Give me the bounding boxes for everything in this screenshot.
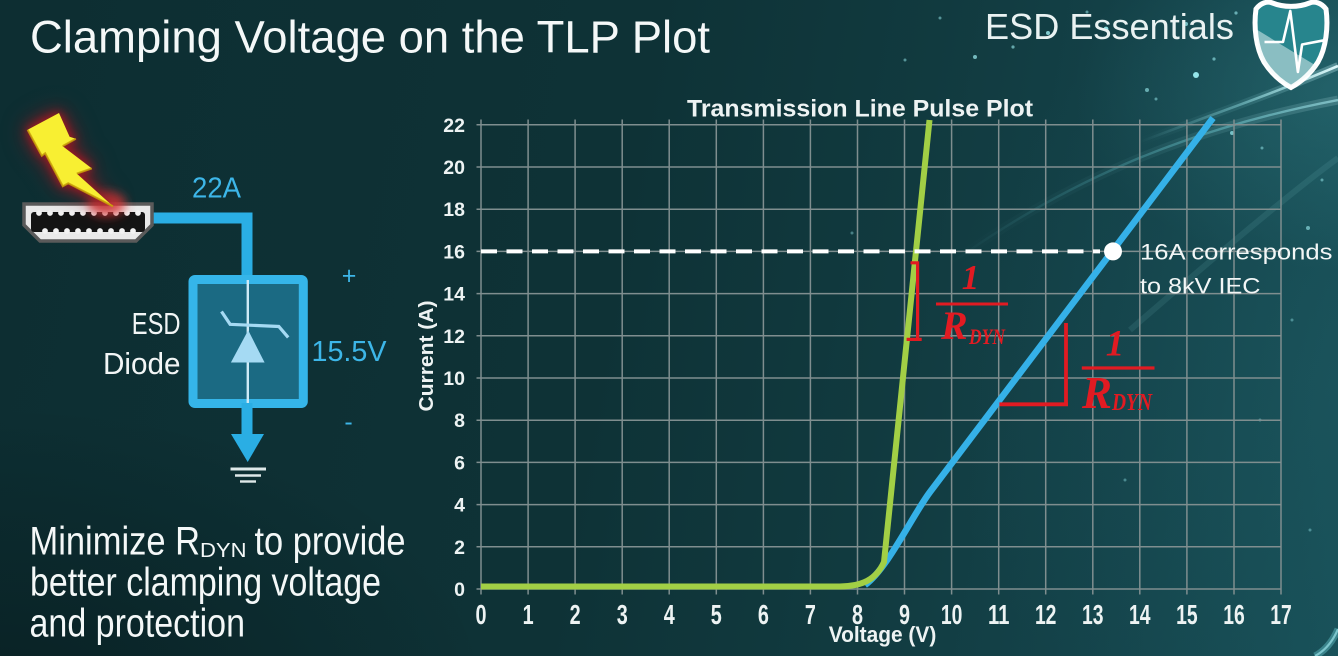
svg-text:1: 1	[523, 599, 534, 630]
svg-text:3: 3	[617, 599, 628, 630]
svg-text:14: 14	[1129, 599, 1151, 630]
svg-text:22A: 22A	[192, 173, 242, 205]
svg-text:8: 8	[852, 599, 863, 630]
svg-text:Transmission Line Pulse Plot: Transmission Line Pulse Plot	[687, 96, 1033, 123]
svg-text:5: 5	[711, 599, 722, 630]
svg-text:Minimize R: Minimize R	[30, 519, 201, 563]
svg-text:20: 20	[443, 157, 465, 179]
svg-text:DYN: DYN	[968, 324, 1006, 349]
svg-text:12: 12	[443, 326, 465, 348]
svg-text:0: 0	[454, 579, 465, 601]
svg-text:and protection: and protection	[30, 602, 246, 646]
svg-text:Current (A): Current (A)	[416, 301, 438, 412]
svg-text:8: 8	[454, 410, 465, 432]
svg-text:R: R	[1081, 368, 1112, 418]
svg-text:10: 10	[941, 599, 963, 630]
svg-text:0: 0	[476, 599, 487, 630]
svg-text:1: 1	[1106, 323, 1125, 364]
svg-text:+: +	[342, 262, 357, 290]
svg-text:15: 15	[1176, 599, 1198, 630]
svg-text:4: 4	[454, 495, 465, 517]
svg-text:15.5V: 15.5V	[312, 336, 388, 368]
svg-text:to 8kV IEC: to 8kV IEC	[1140, 274, 1261, 299]
svg-text:Voltage (V): Voltage (V)	[829, 622, 937, 647]
svg-text:16: 16	[1223, 599, 1245, 630]
svg-text:12: 12	[1035, 599, 1057, 630]
svg-text:Clamping Voltage on the TLP Pl: Clamping Voltage on the TLP Plot	[30, 12, 710, 63]
svg-text:7: 7	[805, 599, 816, 630]
svg-text:-: -	[344, 408, 352, 436]
svg-text:DYN: DYN	[200, 540, 247, 562]
svg-text:18: 18	[443, 199, 465, 221]
svg-text:14: 14	[443, 284, 465, 306]
svg-text:11: 11	[988, 599, 1010, 630]
svg-text:DYN: DYN	[1111, 390, 1153, 416]
svg-text:16A corresponds: 16A corresponds	[1140, 240, 1333, 265]
svg-text:22: 22	[443, 115, 465, 137]
svg-text:Diode: Diode	[103, 346, 181, 381]
svg-text:6: 6	[758, 599, 769, 630]
svg-text:R: R	[940, 303, 968, 348]
svg-text:9: 9	[899, 599, 910, 630]
svg-text:ESD: ESD	[132, 306, 181, 341]
svg-text:2: 2	[570, 599, 581, 630]
svg-text:to provide: to provide	[255, 519, 406, 563]
svg-text:10: 10	[443, 368, 465, 390]
svg-text:17: 17	[1270, 599, 1292, 630]
svg-text:ESD Essentials: ESD Essentials	[985, 6, 1234, 47]
svg-text:6: 6	[454, 452, 465, 474]
svg-text:2: 2	[454, 537, 465, 559]
svg-text:4: 4	[664, 599, 675, 630]
svg-text:1: 1	[962, 258, 980, 297]
svg-text:13: 13	[1082, 599, 1104, 630]
svg-text:better clamping voltage: better clamping voltage	[30, 561, 381, 605]
svg-text:16: 16	[443, 241, 465, 263]
